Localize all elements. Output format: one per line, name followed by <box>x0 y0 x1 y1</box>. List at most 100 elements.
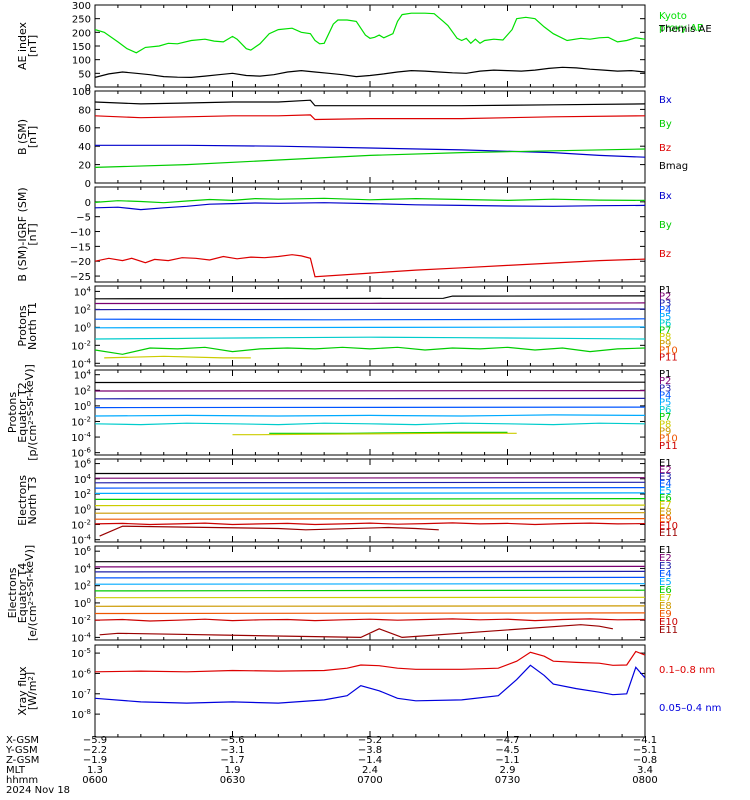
y-tick-label: 10-2 <box>71 339 91 352</box>
y-tick-label: 10-2 <box>71 518 91 531</box>
series-line-p8 <box>104 355 251 359</box>
plot-frame <box>94 644 646 738</box>
series-line-p2 <box>95 302 645 305</box>
footer-value: −1.4 <box>358 755 382 766</box>
y-axis-label-line: Equator T2 <box>16 382 29 442</box>
footer-value: 0730 <box>495 775 520 786</box>
series-line-bmag <box>95 99 645 107</box>
legend-label: E1 <box>659 458 672 469</box>
y-tick-label: 102 <box>74 488 91 501</box>
y-tick-label: 10-2 <box>71 614 91 627</box>
footer-value: 0600 <box>82 775 107 786</box>
series-line-p1 <box>95 295 645 300</box>
y-axis-label-line: [nT] <box>26 126 39 148</box>
legend-label: P11 <box>659 352 678 363</box>
y-tick-label: 10-2 <box>71 415 91 428</box>
footer-value: −4.7 <box>495 735 519 746</box>
legend-label: P7 <box>659 412 671 423</box>
footer-value: −5.6 <box>220 735 244 746</box>
legend-label: P8 <box>659 419 671 430</box>
legend-label: P6 <box>659 319 671 330</box>
legend-label: E9 <box>659 514 672 525</box>
series-line-bx <box>95 202 645 211</box>
legend-label: E6 <box>659 585 672 596</box>
footer-value: −5.1 <box>633 745 657 756</box>
footer-value: 0630 <box>220 775 245 786</box>
legend-label: P5 <box>659 312 671 323</box>
series-line-kyoto-proxy-ae <box>95 12 645 54</box>
legend-label: E2 <box>659 465 672 476</box>
series-line-bz <box>95 114 645 121</box>
y-tick-label: −10 <box>70 228 91 239</box>
footer-row-label: MLT <box>6 765 26 776</box>
series-line-e3 <box>95 481 645 484</box>
legend-label: E8 <box>659 601 672 612</box>
legend-label: E9 <box>659 609 672 620</box>
y-tick-label: 10-7 <box>71 688 91 701</box>
y-tick-label: 60 <box>78 124 91 135</box>
footer-value: −1.7 <box>220 755 244 766</box>
y-tick-label: 100 <box>74 321 91 334</box>
y-tick-label: 100 <box>74 400 91 413</box>
y-axis-label-line: Electrons <box>16 475 29 526</box>
y-tick-label: 0 <box>85 198 91 209</box>
legend-label: P2 <box>659 376 671 387</box>
y-tick-label: −25 <box>70 272 91 283</box>
legend-label: P10 <box>659 346 678 357</box>
legend-label: E7 <box>659 593 672 604</box>
y-tick-label: 10-5 <box>71 647 91 660</box>
series-line-by <box>95 197 645 204</box>
footer-value: 1.3 <box>87 765 103 776</box>
series-line-p5 <box>95 326 645 329</box>
legend-label: Bz <box>659 249 671 260</box>
y-tick-label: 106 <box>74 545 92 558</box>
y-axis-label-line: AE index <box>16 21 29 70</box>
footer-value: 0800 <box>632 775 657 786</box>
y-axis-label-line: [p/(cm2-s-sr-keV)] <box>23 364 39 461</box>
legend-label: 0.05–0.4 nm <box>659 703 721 714</box>
legend-label: E11 <box>659 528 678 539</box>
y-axis-label: B (SM)[nT] <box>16 119 39 155</box>
legend-label: P5 <box>659 398 671 409</box>
plot-frame <box>94 4 646 88</box>
series-line-e9 <box>95 612 645 615</box>
series-line-p4 <box>95 406 645 409</box>
y-tick-label: −20 <box>70 257 91 268</box>
y-tick-label: 0 <box>85 83 91 94</box>
y-tick-label: −5 <box>76 213 91 224</box>
plot-frame <box>94 458 646 543</box>
legend-label: P6 <box>659 405 671 416</box>
y-axis-label-line: Equator T4 <box>16 563 29 623</box>
legend-label: P4 <box>659 391 671 402</box>
y-axis-label-line: [W/m2] <box>23 672 39 710</box>
legend-label: E7 <box>659 500 672 511</box>
legend-label: E10 <box>659 617 678 628</box>
panel-3: −25 −20 −15 −10 −5 0 B (SM)-IGRF (SM)[nT] Bx By B… <box>16 186 672 283</box>
footer-value: −3.8 <box>358 745 382 756</box>
y-axis-label-line: North T1 <box>26 302 39 350</box>
series-line-e1 <box>95 472 645 475</box>
footer-value: 1.9 <box>225 765 241 776</box>
footer-row-label: Y-GSM <box>5 745 38 756</box>
y-tick-label: 10-6 <box>71 667 91 680</box>
y-tick-label: 102 <box>74 384 91 397</box>
y-tick-label: 10-4 <box>71 431 91 444</box>
panel-2: 0 20 40 60 80 100 B (SM)[nT] Bx By Bz Bmag <box>16 87 688 190</box>
footer-value: 2.4 <box>362 765 378 776</box>
series-line-0-05-0-4-nm <box>95 664 645 704</box>
legend-label: E2 <box>659 553 672 564</box>
footer-value: −0.8 <box>633 755 657 766</box>
y-tick-label: 0 <box>85 179 91 190</box>
legend-label: P4 <box>659 305 671 316</box>
series-line-e9 <box>95 517 645 520</box>
y-tick-label: 106 <box>74 458 92 471</box>
legend-label: P3 <box>659 383 671 394</box>
series-line-p8 <box>232 432 517 436</box>
series-line-bz <box>95 254 645 278</box>
